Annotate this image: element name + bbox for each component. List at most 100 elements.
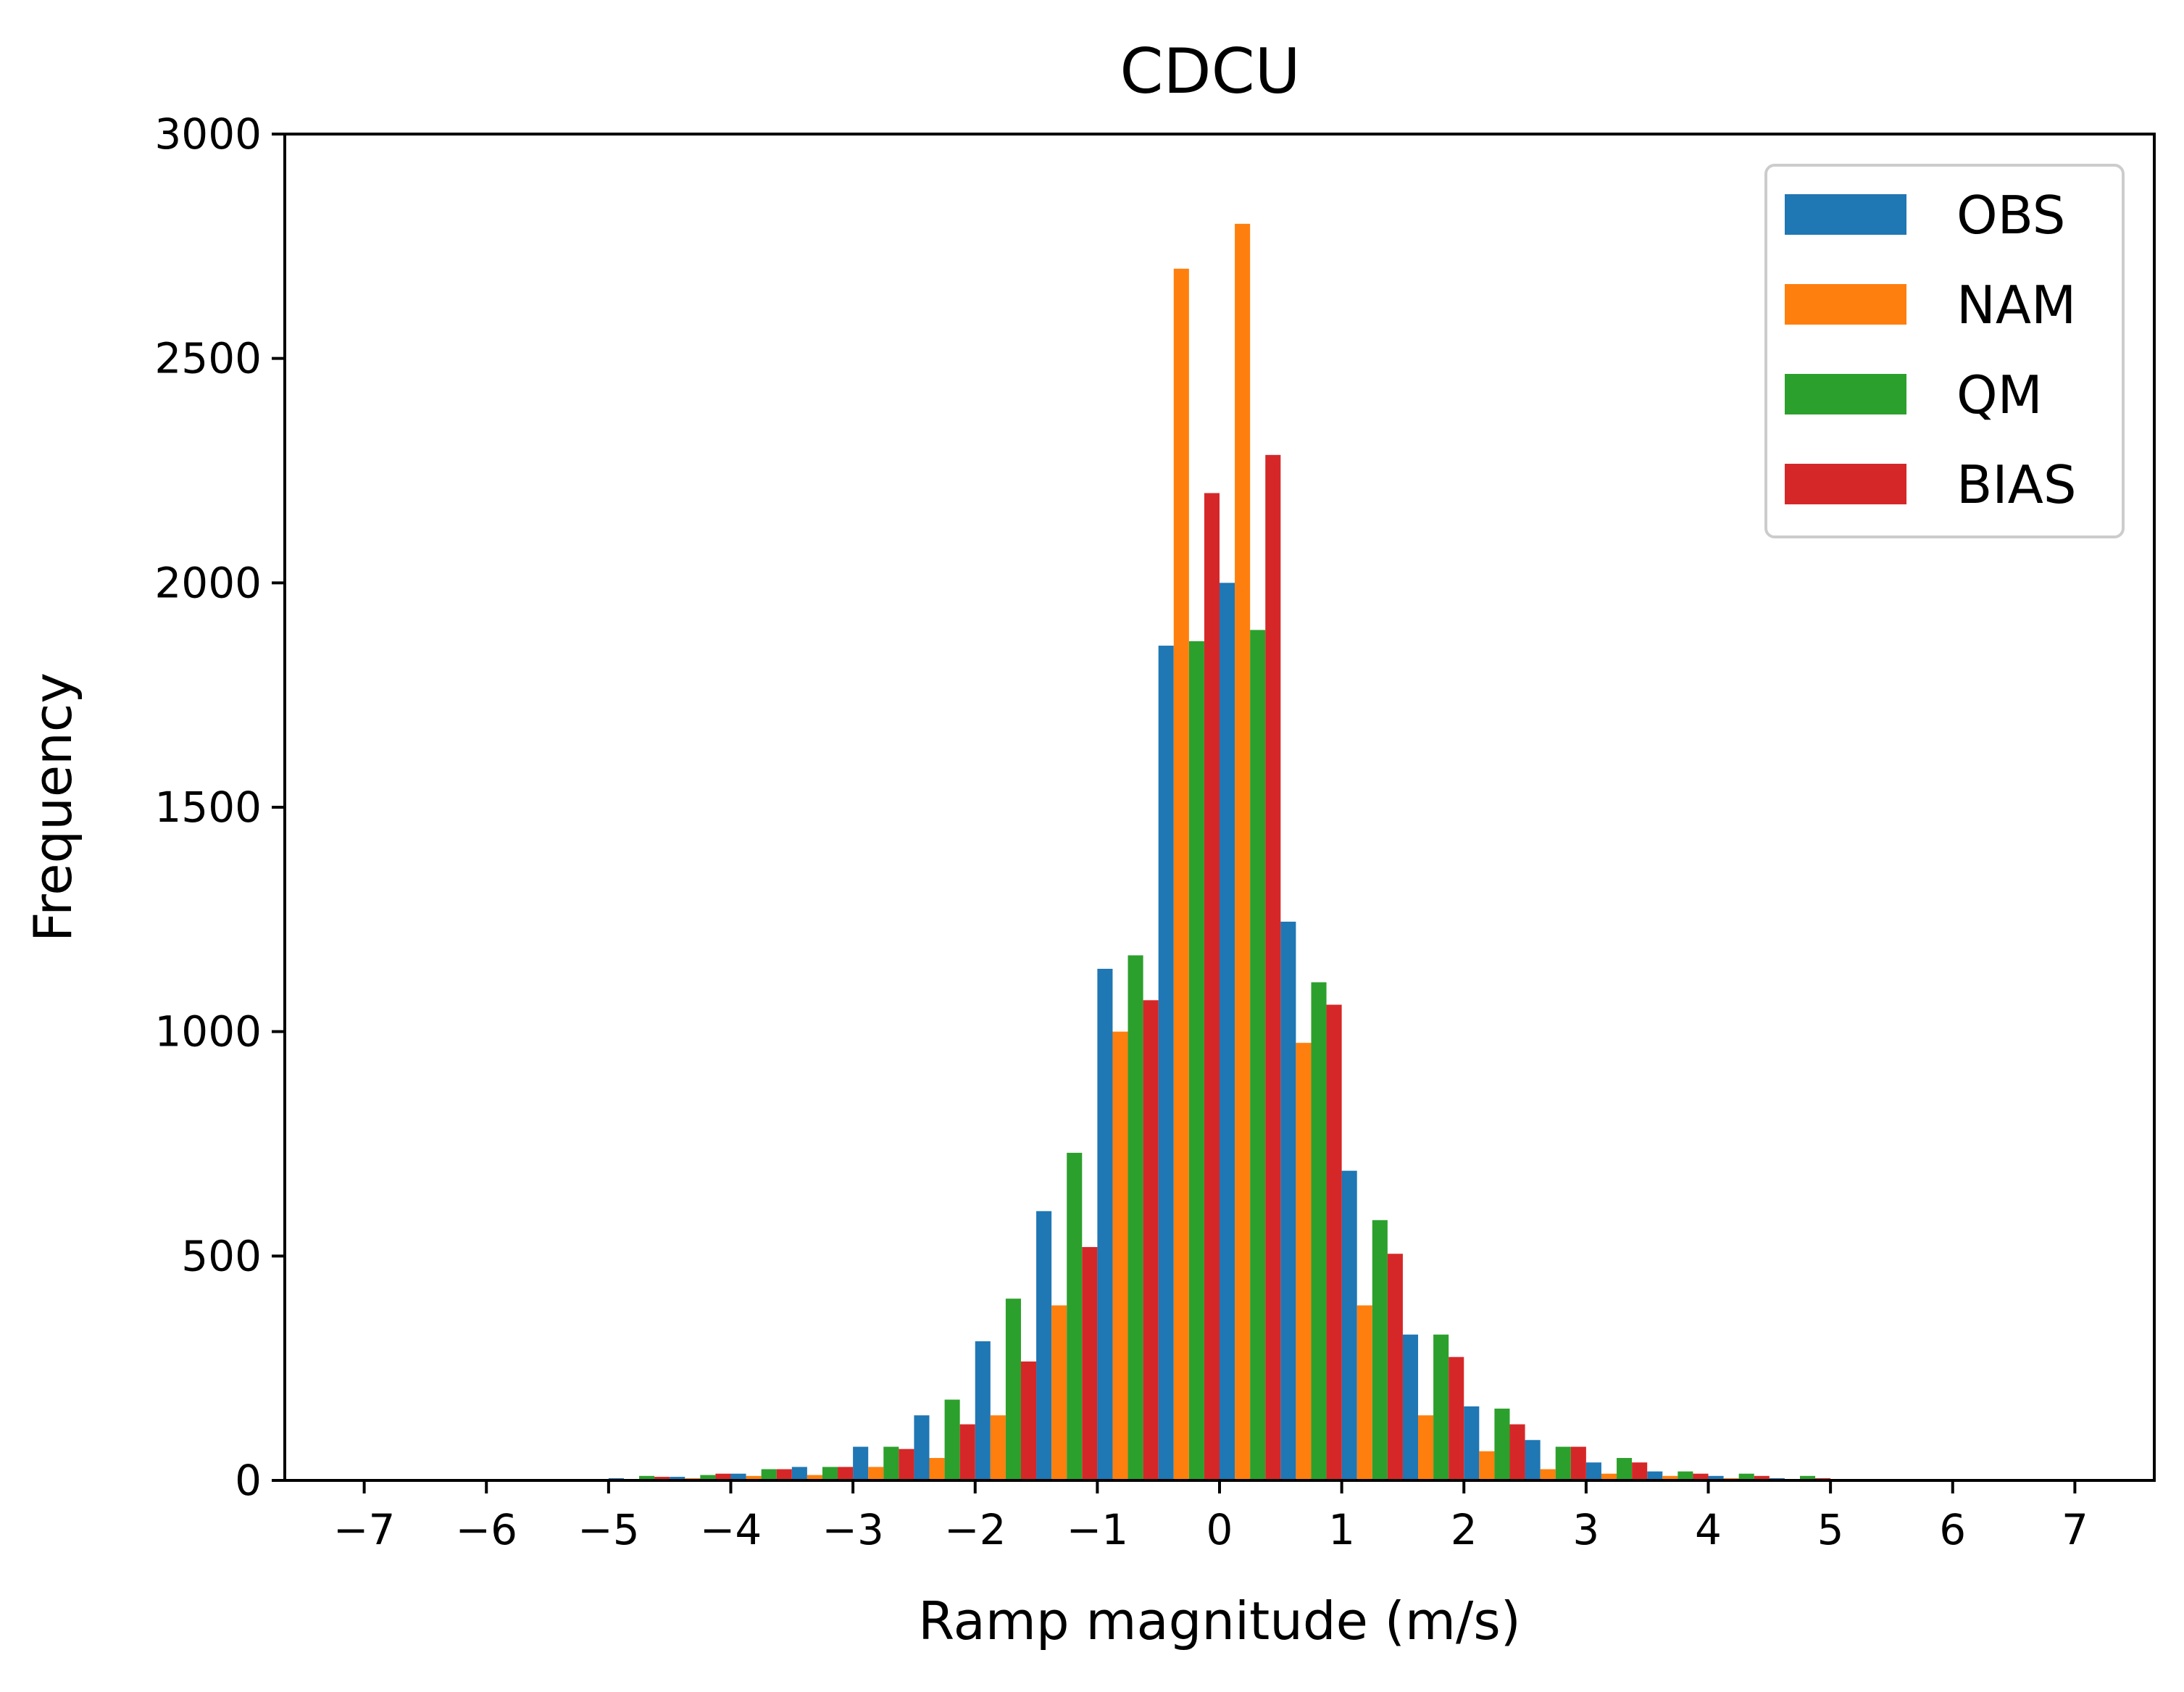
bar-qm-19 [1799, 1475, 1816, 1480]
x-tick-label: −6 [455, 1505, 517, 1554]
bar-bias-18 [1754, 1475, 1770, 1480]
bar-qm-0 [639, 1475, 655, 1480]
bar-nam-16 [1601, 1473, 1617, 1480]
bar-nam-13 [1418, 1415, 1434, 1480]
bar-nam-14 [1479, 1451, 1495, 1480]
bar-obs-14 [1464, 1406, 1480, 1480]
x-tick-label: −7 [333, 1505, 396, 1554]
bar-obs-3 [791, 1467, 807, 1480]
legend-swatch-nam [1785, 284, 1906, 325]
bar-qm-8 [1128, 955, 1143, 1480]
bar-obs-15 [1525, 1440, 1541, 1480]
bar-bias-16 [1632, 1462, 1648, 1480]
x-axis-ticks: −7 −6 −5 −4 −3 −2 −1 0 1 2 3 4 5 6 7 [333, 1480, 2088, 1554]
bar-bias-5 [959, 1424, 975, 1480]
bar-obs-9 [1158, 646, 1174, 1480]
y-tick-label: 0 [235, 1456, 262, 1505]
bar-qm-9 [1188, 641, 1204, 1480]
bar-qm-17 [1677, 1471, 1693, 1480]
chart-title: CDCU [1120, 36, 1300, 108]
bar-bias-9 [1204, 493, 1220, 1480]
bar-nam-15 [1540, 1469, 1556, 1480]
y-tick-label: 2500 [154, 334, 262, 383]
x-tick-label: −2 [944, 1505, 1006, 1554]
bar-qm-12 [1372, 1220, 1388, 1480]
y-tick-label: 2000 [154, 558, 262, 607]
bar-bias-13 [1449, 1356, 1464, 1480]
bar-nam-2 [746, 1475, 762, 1480]
legend-label-bias: BIAS [1956, 454, 2077, 515]
bar-qm-7 [1067, 1152, 1083, 1480]
bar-nam-11 [1296, 1043, 1312, 1480]
bar-qm-16 [1617, 1458, 1633, 1480]
bar-obs-6 [975, 1341, 991, 1480]
x-tick-label: 4 [1695, 1505, 1722, 1554]
legend-label-qm: QM [1956, 364, 2043, 425]
x-tick-label: −1 [1067, 1505, 1129, 1554]
legend-box [1764, 164, 2125, 538]
bar-qm-13 [1433, 1334, 1449, 1480]
bar-obs-16 [1585, 1462, 1601, 1480]
legend-swatch-qm [1785, 374, 1906, 414]
bar-nam-9 [1173, 268, 1189, 1480]
y-tick-label: 500 [181, 1231, 262, 1280]
bar-bias-6 [1020, 1361, 1037, 1480]
bar-nam-4 [868, 1467, 884, 1480]
bar-bias-3 [838, 1467, 854, 1480]
y-axis-label: Frequency [22, 672, 83, 942]
bar-obs-17 [1647, 1471, 1663, 1480]
bar-nam-3 [807, 1475, 822, 1480]
bar-qm-14 [1494, 1408, 1510, 1480]
bar-qm-18 [1738, 1473, 1754, 1480]
bar-qm-5 [944, 1399, 960, 1480]
y-axis-ticks: 0 500 1000 1500 2000 2500 3000 [154, 109, 285, 1505]
bar-nam-6 [990, 1415, 1006, 1480]
bar-qm-10 [1250, 630, 1266, 1481]
bar-obs-4 [853, 1446, 869, 1480]
bar-obs-2 [730, 1473, 746, 1480]
x-tick-label: 5 [1817, 1505, 1844, 1554]
x-tick-label: 6 [1939, 1505, 1966, 1554]
bar-bias-8 [1143, 1000, 1159, 1480]
bar-bias-11 [1326, 1004, 1342, 1480]
bar-nam-17 [1662, 1475, 1678, 1480]
bar-obs-10 [1220, 583, 1235, 1481]
legend-swatch-bias [1785, 464, 1906, 504]
bars-group [608, 223, 1892, 1481]
bar-obs-8 [1097, 968, 1113, 1480]
legend-label-obs: OBS [1956, 185, 2066, 246]
bar-nam-8 [1112, 1031, 1128, 1480]
bar-bias-0 [654, 1477, 670, 1480]
bar-obs-12 [1341, 1170, 1357, 1480]
y-tick-label: 3000 [154, 109, 262, 159]
bar-obs-13 [1402, 1334, 1419, 1480]
bar-bias-10 [1265, 454, 1281, 1481]
bar-nam-5 [929, 1458, 945, 1480]
bar-bias-12 [1387, 1254, 1403, 1480]
bar-obs-11 [1280, 921, 1296, 1480]
x-tick-label: 0 [1206, 1505, 1233, 1554]
legend-swatch-obs [1785, 194, 1906, 235]
bar-obs-5 [914, 1415, 930, 1480]
x-tick-label: −5 [578, 1505, 640, 1554]
bar-obs-7 [1036, 1211, 1052, 1480]
bar-qm-11 [1311, 982, 1327, 1480]
x-tick-label: 7 [2062, 1505, 2088, 1554]
x-tick-label: 1 [1328, 1505, 1355, 1554]
bar-nam-7 [1051, 1305, 1067, 1480]
legend-label-nam: NAM [1956, 275, 2076, 336]
bar-bias-4 [899, 1449, 914, 1480]
bar-bias-17 [1693, 1473, 1709, 1480]
x-axis-label: Ramp magnitude (m/s) [918, 1591, 1521, 1651]
y-tick-label: 1500 [154, 783, 262, 832]
bar-qm-4 [883, 1446, 899, 1480]
y-tick-label: 1000 [154, 1007, 262, 1057]
x-tick-label: −3 [822, 1505, 884, 1554]
bar-nam-10 [1235, 223, 1251, 1480]
bar-nam-12 [1356, 1305, 1372, 1480]
bar-bias-2 [776, 1469, 792, 1480]
bar-qm-2 [761, 1469, 777, 1480]
bar-bias-7 [1082, 1246, 1098, 1480]
bar-obs-18 [1708, 1475, 1724, 1480]
